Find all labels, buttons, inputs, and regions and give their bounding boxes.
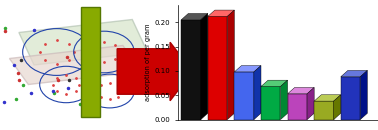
Y-axis label: adsorption of per gram: adsorption of per gram (146, 24, 152, 101)
Polygon shape (314, 95, 341, 101)
Polygon shape (19, 20, 147, 65)
FancyArrow shape (81, 6, 100, 117)
Polygon shape (280, 80, 288, 120)
Bar (341, 77, 360, 120)
Bar (181, 20, 201, 120)
Polygon shape (254, 66, 261, 120)
Polygon shape (261, 80, 288, 86)
Polygon shape (360, 70, 367, 120)
Polygon shape (234, 66, 261, 72)
Polygon shape (9, 46, 142, 84)
Polygon shape (307, 87, 314, 120)
Bar (288, 94, 307, 120)
Bar (314, 101, 334, 120)
Polygon shape (227, 10, 234, 120)
Polygon shape (334, 95, 341, 120)
Polygon shape (288, 87, 314, 94)
Bar (261, 86, 280, 120)
Bar (234, 72, 254, 120)
Polygon shape (181, 14, 208, 20)
Bar (208, 16, 227, 120)
Polygon shape (201, 14, 208, 120)
FancyArrow shape (117, 42, 193, 101)
Polygon shape (208, 10, 234, 16)
Polygon shape (341, 70, 367, 77)
